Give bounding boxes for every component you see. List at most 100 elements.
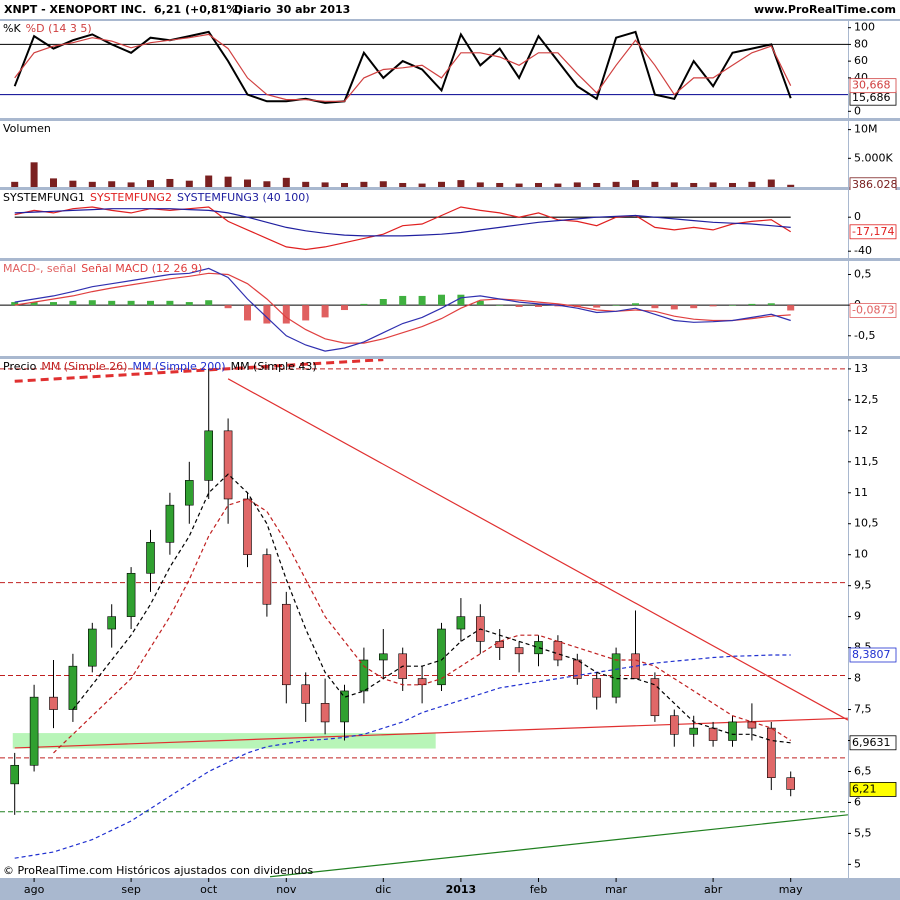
panel (0, 121, 848, 187)
candle-body (592, 678, 602, 698)
axis-panel (849, 121, 900, 187)
x-tick-label: mar (605, 883, 627, 896)
bar (30, 302, 38, 306)
bar (438, 181, 445, 187)
y-tick-label: 100 (854, 21, 875, 34)
candle-body (320, 703, 330, 723)
bar (593, 182, 601, 187)
bar (418, 295, 426, 306)
bar (108, 300, 116, 306)
candle-body (437, 628, 446, 686)
candle-body (747, 721, 757, 729)
y-tick-label: 5.000K (854, 151, 893, 164)
bar (709, 182, 717, 187)
bar (787, 305, 795, 311)
candle-body (766, 727, 776, 778)
bar (302, 305, 310, 321)
bar (263, 305, 271, 324)
bar (476, 182, 484, 187)
x-tick-label: dic (375, 883, 391, 896)
trend-line (269, 814, 848, 878)
y-tick-label: 9,5 (854, 579, 872, 592)
series-line (72, 473, 791, 744)
bar (457, 294, 465, 306)
candle-body (611, 653, 621, 698)
candle-body (146, 542, 155, 574)
bar (709, 305, 717, 307)
bar (166, 178, 174, 187)
y-tick-label: 12,5 (854, 393, 879, 406)
y-tick-label: 8 (854, 672, 861, 685)
bar (302, 181, 310, 187)
bar (185, 180, 193, 187)
bar (535, 182, 542, 187)
candle-body (340, 690, 349, 723)
candle-body (165, 504, 175, 543)
series-line (14, 208, 791, 237)
bar (11, 181, 19, 187)
bar (147, 180, 154, 187)
legend-entry: SYSTEMFUNG1 (3, 191, 85, 204)
bar (554, 305, 562, 307)
candle-body (10, 764, 19, 785)
candle-body (68, 665, 78, 710)
y-tick-label: 5,5 (854, 826, 872, 839)
legend-entry: MM (Simple 43) (231, 360, 317, 373)
y-tick-label: 7,5 (854, 703, 872, 716)
last-value-label: -17,174 (852, 225, 894, 238)
series-line (13, 30, 792, 104)
candle-body (359, 659, 369, 692)
bar (360, 303, 368, 306)
bar (69, 300, 77, 306)
bar (341, 305, 348, 311)
last-value-label: 6,21 (852, 782, 877, 795)
y-tick-label: -40 (854, 244, 872, 257)
legend-entry: %K (3, 22, 21, 35)
legend-entry: SYSTEMFUNG3 (40 100) (177, 191, 310, 204)
last-value-box (849, 735, 897, 751)
bar (496, 305, 504, 306)
y-tick-label: 12 (854, 424, 868, 437)
last-value-box (849, 224, 897, 240)
y-tick-label: 13 (854, 362, 868, 375)
candle-body (553, 641, 563, 661)
bar (321, 182, 329, 187)
bar (205, 300, 213, 306)
last-value-box (849, 647, 897, 663)
y-tick-label: 10,5 (854, 517, 879, 530)
candle-body (378, 653, 388, 661)
candle-body (262, 554, 272, 605)
bar (418, 183, 426, 187)
legend-entry: %D (14 3 5) (26, 22, 92, 35)
bar (11, 302, 19, 306)
candle-body (708, 727, 718, 741)
bar (50, 302, 57, 306)
candle-body (728, 721, 737, 741)
bar (224, 305, 232, 309)
y-tick-label: 6 (854, 795, 861, 808)
legend-entry: Volumen (3, 122, 51, 135)
x-tick-label: sep (121, 883, 140, 896)
x-tick-label: feb (530, 883, 548, 896)
bar (612, 181, 620, 187)
last-value-label: 6,9631 (852, 736, 891, 749)
bar (108, 181, 116, 187)
bar (341, 182, 348, 187)
bar (573, 182, 581, 187)
bar (554, 183, 562, 187)
bar (69, 180, 77, 187)
bar (438, 294, 445, 306)
bar (515, 305, 523, 307)
bar (263, 181, 271, 187)
y-tick-label: 60 (854, 54, 868, 67)
panel (0, 261, 848, 356)
series-line (14, 206, 792, 251)
bar (729, 305, 736, 306)
bar (690, 182, 698, 187)
bar (244, 305, 251, 321)
bar (360, 181, 368, 187)
header-site: www.ProRealTime.com (754, 3, 896, 16)
candle-body (534, 641, 543, 655)
legend-entry: Señal MACD (12 26 9) (81, 262, 202, 275)
